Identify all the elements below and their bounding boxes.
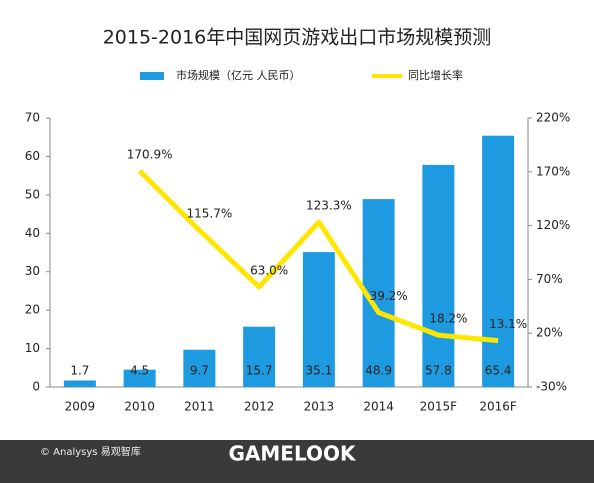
chart-title: 2015-2016年中国网页游戏出口市场规模预测 [103, 27, 492, 49]
y-tick-label: 10 [25, 341, 40, 355]
bar [482, 135, 515, 387]
bar-value-label: 48.9 [365, 364, 392, 378]
source: © Analysys 易观智库 [40, 445, 141, 458]
bar-value-label: 57.8 [425, 364, 452, 378]
y-tick-label: 50 [25, 187, 40, 201]
bar-value-label: 65.4 [485, 364, 512, 378]
legend-label: 市场规模（亿元 人民币） [176, 68, 301, 82]
footer-bar [0, 440, 594, 483]
x-tick-label: 2011 [184, 400, 215, 414]
bar-value-label: 15.7 [246, 364, 273, 378]
x-tick-label: 2016F [479, 400, 517, 414]
line-value-label: 170.9% [127, 147, 173, 161]
bar [243, 326, 276, 387]
y2-tick-label: 170% [536, 164, 570, 178]
bar [302, 252, 335, 387]
bar [63, 380, 96, 387]
x-tick-label: 2010 [124, 400, 155, 414]
watermark: GAMELOOK [229, 442, 357, 466]
x-tick-label: 2009 [65, 400, 96, 414]
bar [422, 164, 455, 387]
y2-tick-label: 20% [536, 326, 563, 340]
y-tick-label: 40 [25, 226, 40, 240]
legend-label: 同比增长率 [408, 68, 463, 82]
line-value-label: 63.0% [250, 263, 288, 277]
y-tick-label: 20 [25, 303, 40, 317]
legend-swatch [140, 72, 164, 80]
line [137, 169, 499, 344]
bar [123, 369, 156, 387]
line-value-label: 13.1% [489, 317, 527, 331]
y-tick-label: 70 [25, 111, 40, 125]
bar-value-label: 9.7 [190, 364, 209, 378]
y-tick-label: 60 [25, 149, 40, 163]
x-tick-label: 2012 [244, 400, 275, 414]
bar [183, 349, 216, 387]
bar-value-label: 4.5 [130, 364, 149, 378]
x-tick-label: 2014 [363, 400, 394, 414]
x-tick-label: 2013 [304, 400, 335, 414]
line-value-label: 18.2% [429, 312, 467, 326]
y2-tick-label: -30% [536, 380, 567, 394]
line-value-label: 115.7% [186, 207, 232, 221]
y-tick-label: 0 [32, 380, 40, 394]
bar-value-label: 35.1 [306, 364, 333, 378]
y-tick-label: 30 [25, 264, 40, 278]
y2-tick-label: 120% [536, 218, 570, 232]
bar-value-label: 1.7 [70, 364, 89, 378]
y2-tick-label: 220% [536, 111, 570, 125]
x-tick-label: 2015F [420, 400, 458, 414]
y2-tick-label: 70% [536, 272, 563, 286]
line-value-label: 123.3% [306, 199, 352, 213]
line-value-label: 39.2% [370, 289, 408, 303]
